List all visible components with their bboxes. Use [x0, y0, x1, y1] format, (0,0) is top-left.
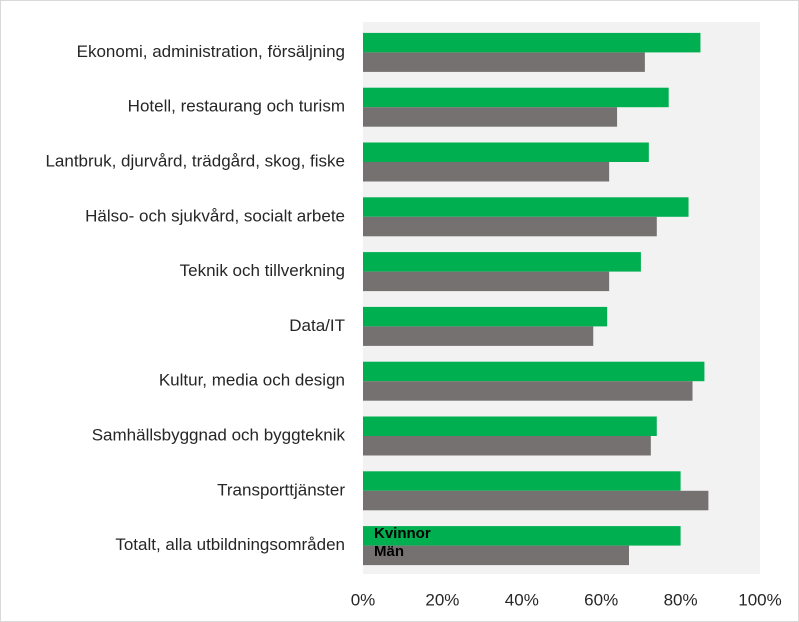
- bar: [363, 142, 649, 162]
- y-tick-label: Transporttjänster: [217, 480, 345, 499]
- bar: [363, 490, 709, 511]
- y-tick-label: Kultur, media och design: [159, 371, 345, 390]
- y-tick-label: Hälso- och sjukvård, socialt arbete: [85, 206, 345, 225]
- x-tick-label: 100%: [738, 590, 781, 609]
- x-tick-label: 80%: [664, 590, 698, 609]
- bar: [363, 52, 645, 72]
- y-tick-label: Data/IT: [289, 316, 345, 335]
- legend-label: Män: [374, 543, 404, 560]
- x-tick-label: 0%: [351, 590, 376, 609]
- bar: [363, 361, 705, 382]
- y-tick-label: Hotell, restaurang och turism: [128, 97, 345, 116]
- bar: [363, 32, 701, 53]
- x-tick-label: 40%: [505, 590, 539, 609]
- y-tick-label: Totalt, alla utbildningsområden: [115, 535, 345, 554]
- bar: [363, 545, 629, 566]
- y-tick-label: Teknik och tillverkning: [180, 261, 345, 280]
- x-tick-label: 20%: [425, 590, 459, 609]
- bar: [363, 216, 657, 237]
- bar: [363, 197, 689, 217]
- bar: [363, 416, 657, 436]
- bar: [363, 271, 610, 292]
- bar: [363, 87, 669, 108]
- bar: [363, 162, 610, 182]
- bar: [363, 252, 641, 272]
- bar: [363, 526, 681, 546]
- bar: [363, 381, 693, 401]
- bar: [363, 326, 594, 346]
- y-tick-label: Lantbruk, djurvård, trädgård, skog, fisk…: [45, 151, 345, 170]
- x-tick-label: 60%: [584, 590, 618, 609]
- y-tick-label: Ekonomi, administration, försäljning: [77, 42, 345, 61]
- bar: [363, 471, 681, 491]
- bar: [363, 107, 618, 127]
- bar: [363, 436, 651, 456]
- bar: [363, 306, 608, 327]
- legend-label: Kvinnor: [374, 525, 431, 542]
- y-tick-label: Samhällsbyggnad och byggteknik: [92, 425, 346, 444]
